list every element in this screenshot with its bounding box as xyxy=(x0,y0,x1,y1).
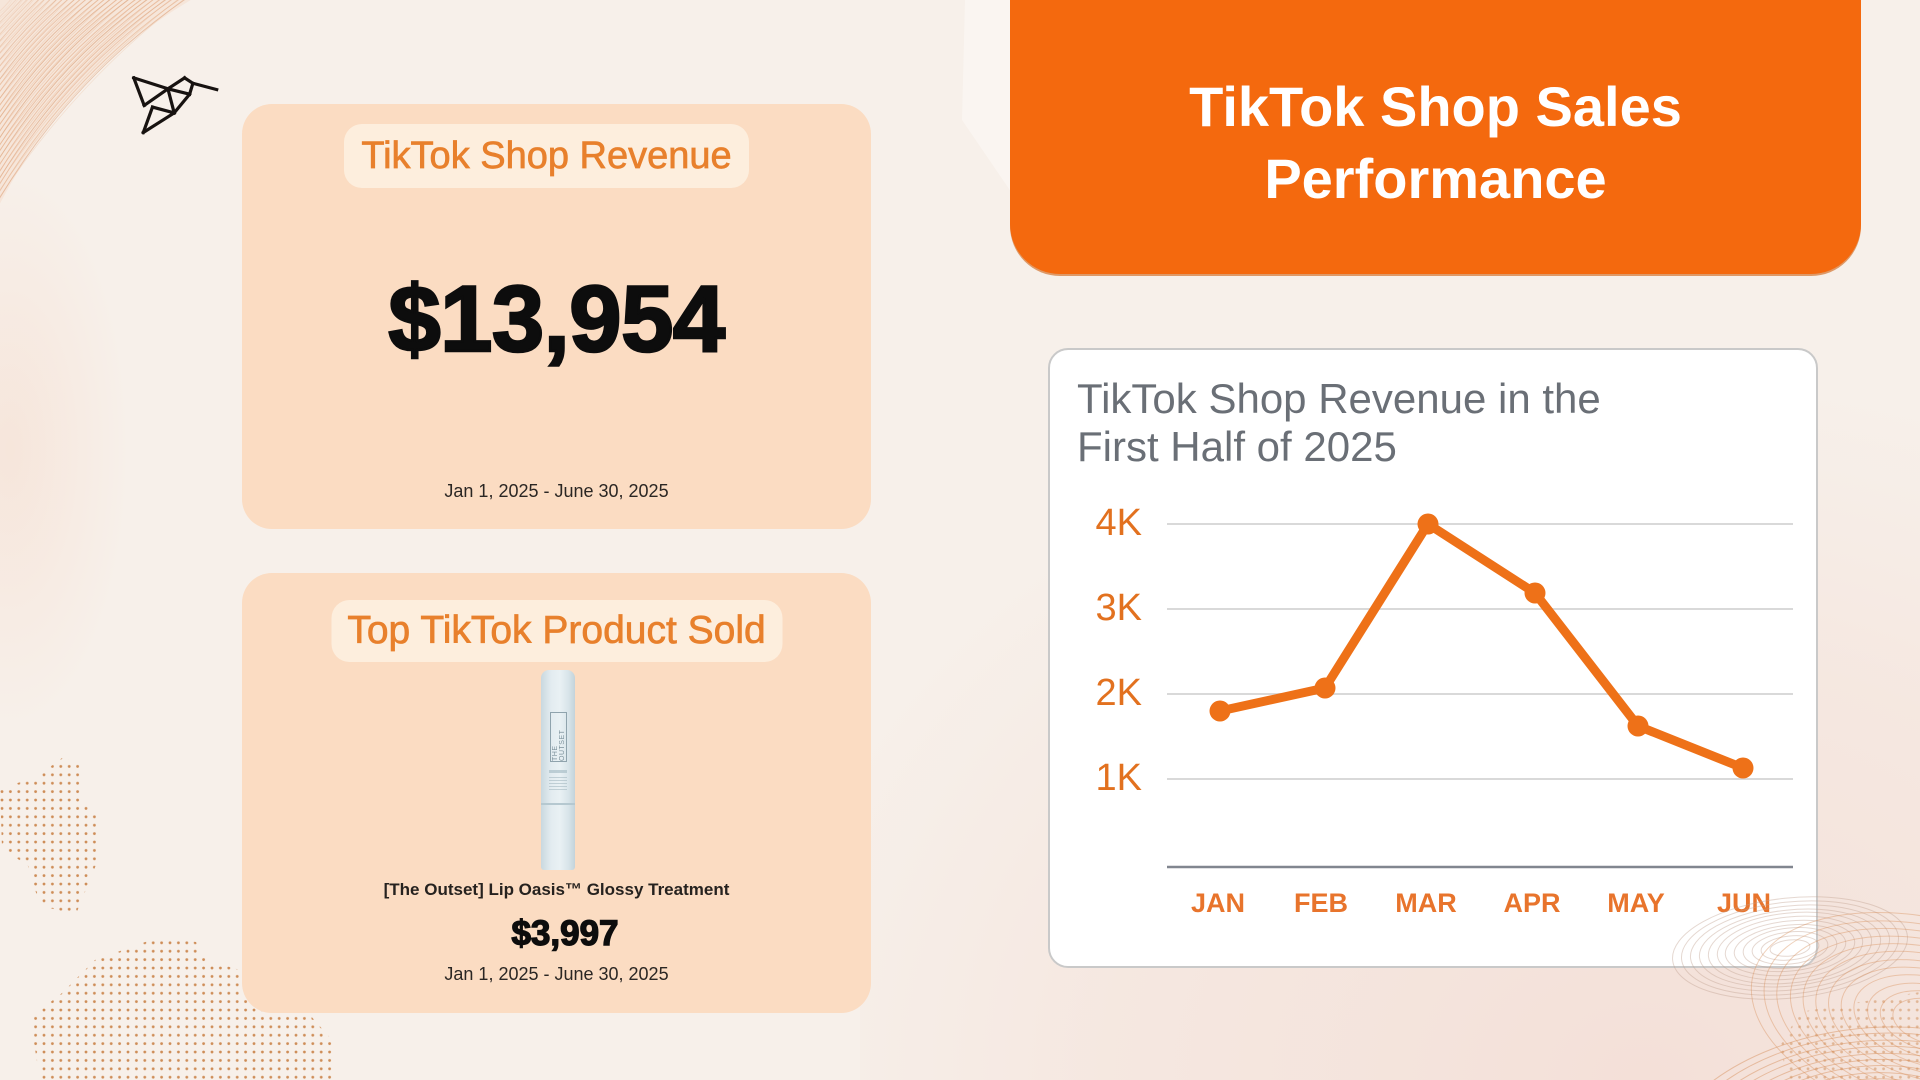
svg-text:4K: 4K xyxy=(1096,502,1142,544)
svg-text:MAR: MAR xyxy=(1395,888,1457,918)
svg-text:JUN: JUN xyxy=(1717,888,1771,918)
svg-text:JAN: JAN xyxy=(1191,888,1245,918)
svg-text:APR: APR xyxy=(1503,888,1560,918)
svg-text:3K: 3K xyxy=(1096,587,1142,629)
svg-text:1K: 1K xyxy=(1096,757,1142,799)
svg-text:MAY: MAY xyxy=(1607,888,1665,918)
svg-text:2K: 2K xyxy=(1096,672,1142,714)
svg-text:FEB: FEB xyxy=(1294,888,1348,918)
